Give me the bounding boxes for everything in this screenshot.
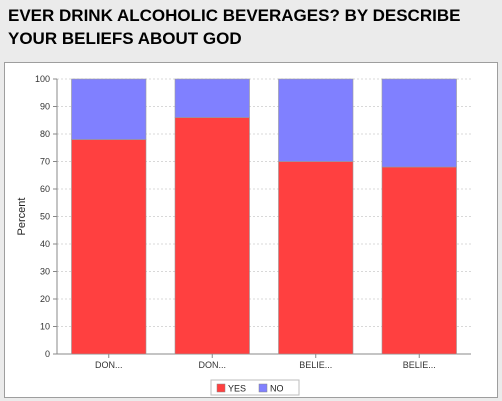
x-tick-label: DON... [95,360,123,370]
y-tick-label: 40 [40,239,50,249]
legend-swatch-yes [216,383,226,393]
legend-label-yes: YES [228,384,246,394]
bar-no-1[interactable] [71,78,147,140]
bar-yes-3[interactable] [278,161,354,355]
chart-title-line-2: YOUR BELIEFS ABOUT GOD [8,29,242,48]
y-tick-label: 70 [40,157,50,167]
chart-title: EVER DRINK ALCOHOLIC BEVERAGES? BY DESCR… [8,4,498,50]
y-tick-label: 50 [40,212,50,222]
legend [210,379,300,396]
y-tick-label: 20 [40,294,50,304]
bar-no-4[interactable] [381,78,457,168]
y-tick-label: 80 [40,129,50,139]
y-tick-label: 100 [35,74,50,84]
x-tick-label: BELIE... [403,360,436,370]
y-tick-label: 60 [40,184,50,194]
bar-no-2[interactable] [174,78,250,118]
y-tick-label: 0 [45,349,50,359]
bar-yes-2[interactable] [174,117,250,355]
legend-swatch-no [258,383,268,393]
y-tick-label: 10 [40,322,50,332]
stacked-bar-chart: 0 10 20 30 40 50 60 70 80 90 100 Percent DON... DON..… [16,74,471,396]
chart-panel: 0 10 20 30 40 50 60 70 80 90 100 Percent DON... DON..… [4,62,498,398]
x-tick-label: BELIE... [299,360,332,370]
y-tick-label: 30 [40,267,50,277]
bar-yes-4[interactable] [381,166,457,355]
x-tick-label: DON... [198,360,226,370]
y-tick-label: 90 [40,102,50,112]
bar-no-3[interactable] [278,78,354,162]
y-axis-title: Percent [16,198,28,236]
chart-title-line-1: EVER DRINK ALCOHOLIC BEVERAGES? BY DESCR… [8,6,461,25]
bar-yes-1[interactable] [71,139,147,355]
legend-label-no: NO [270,384,284,394]
